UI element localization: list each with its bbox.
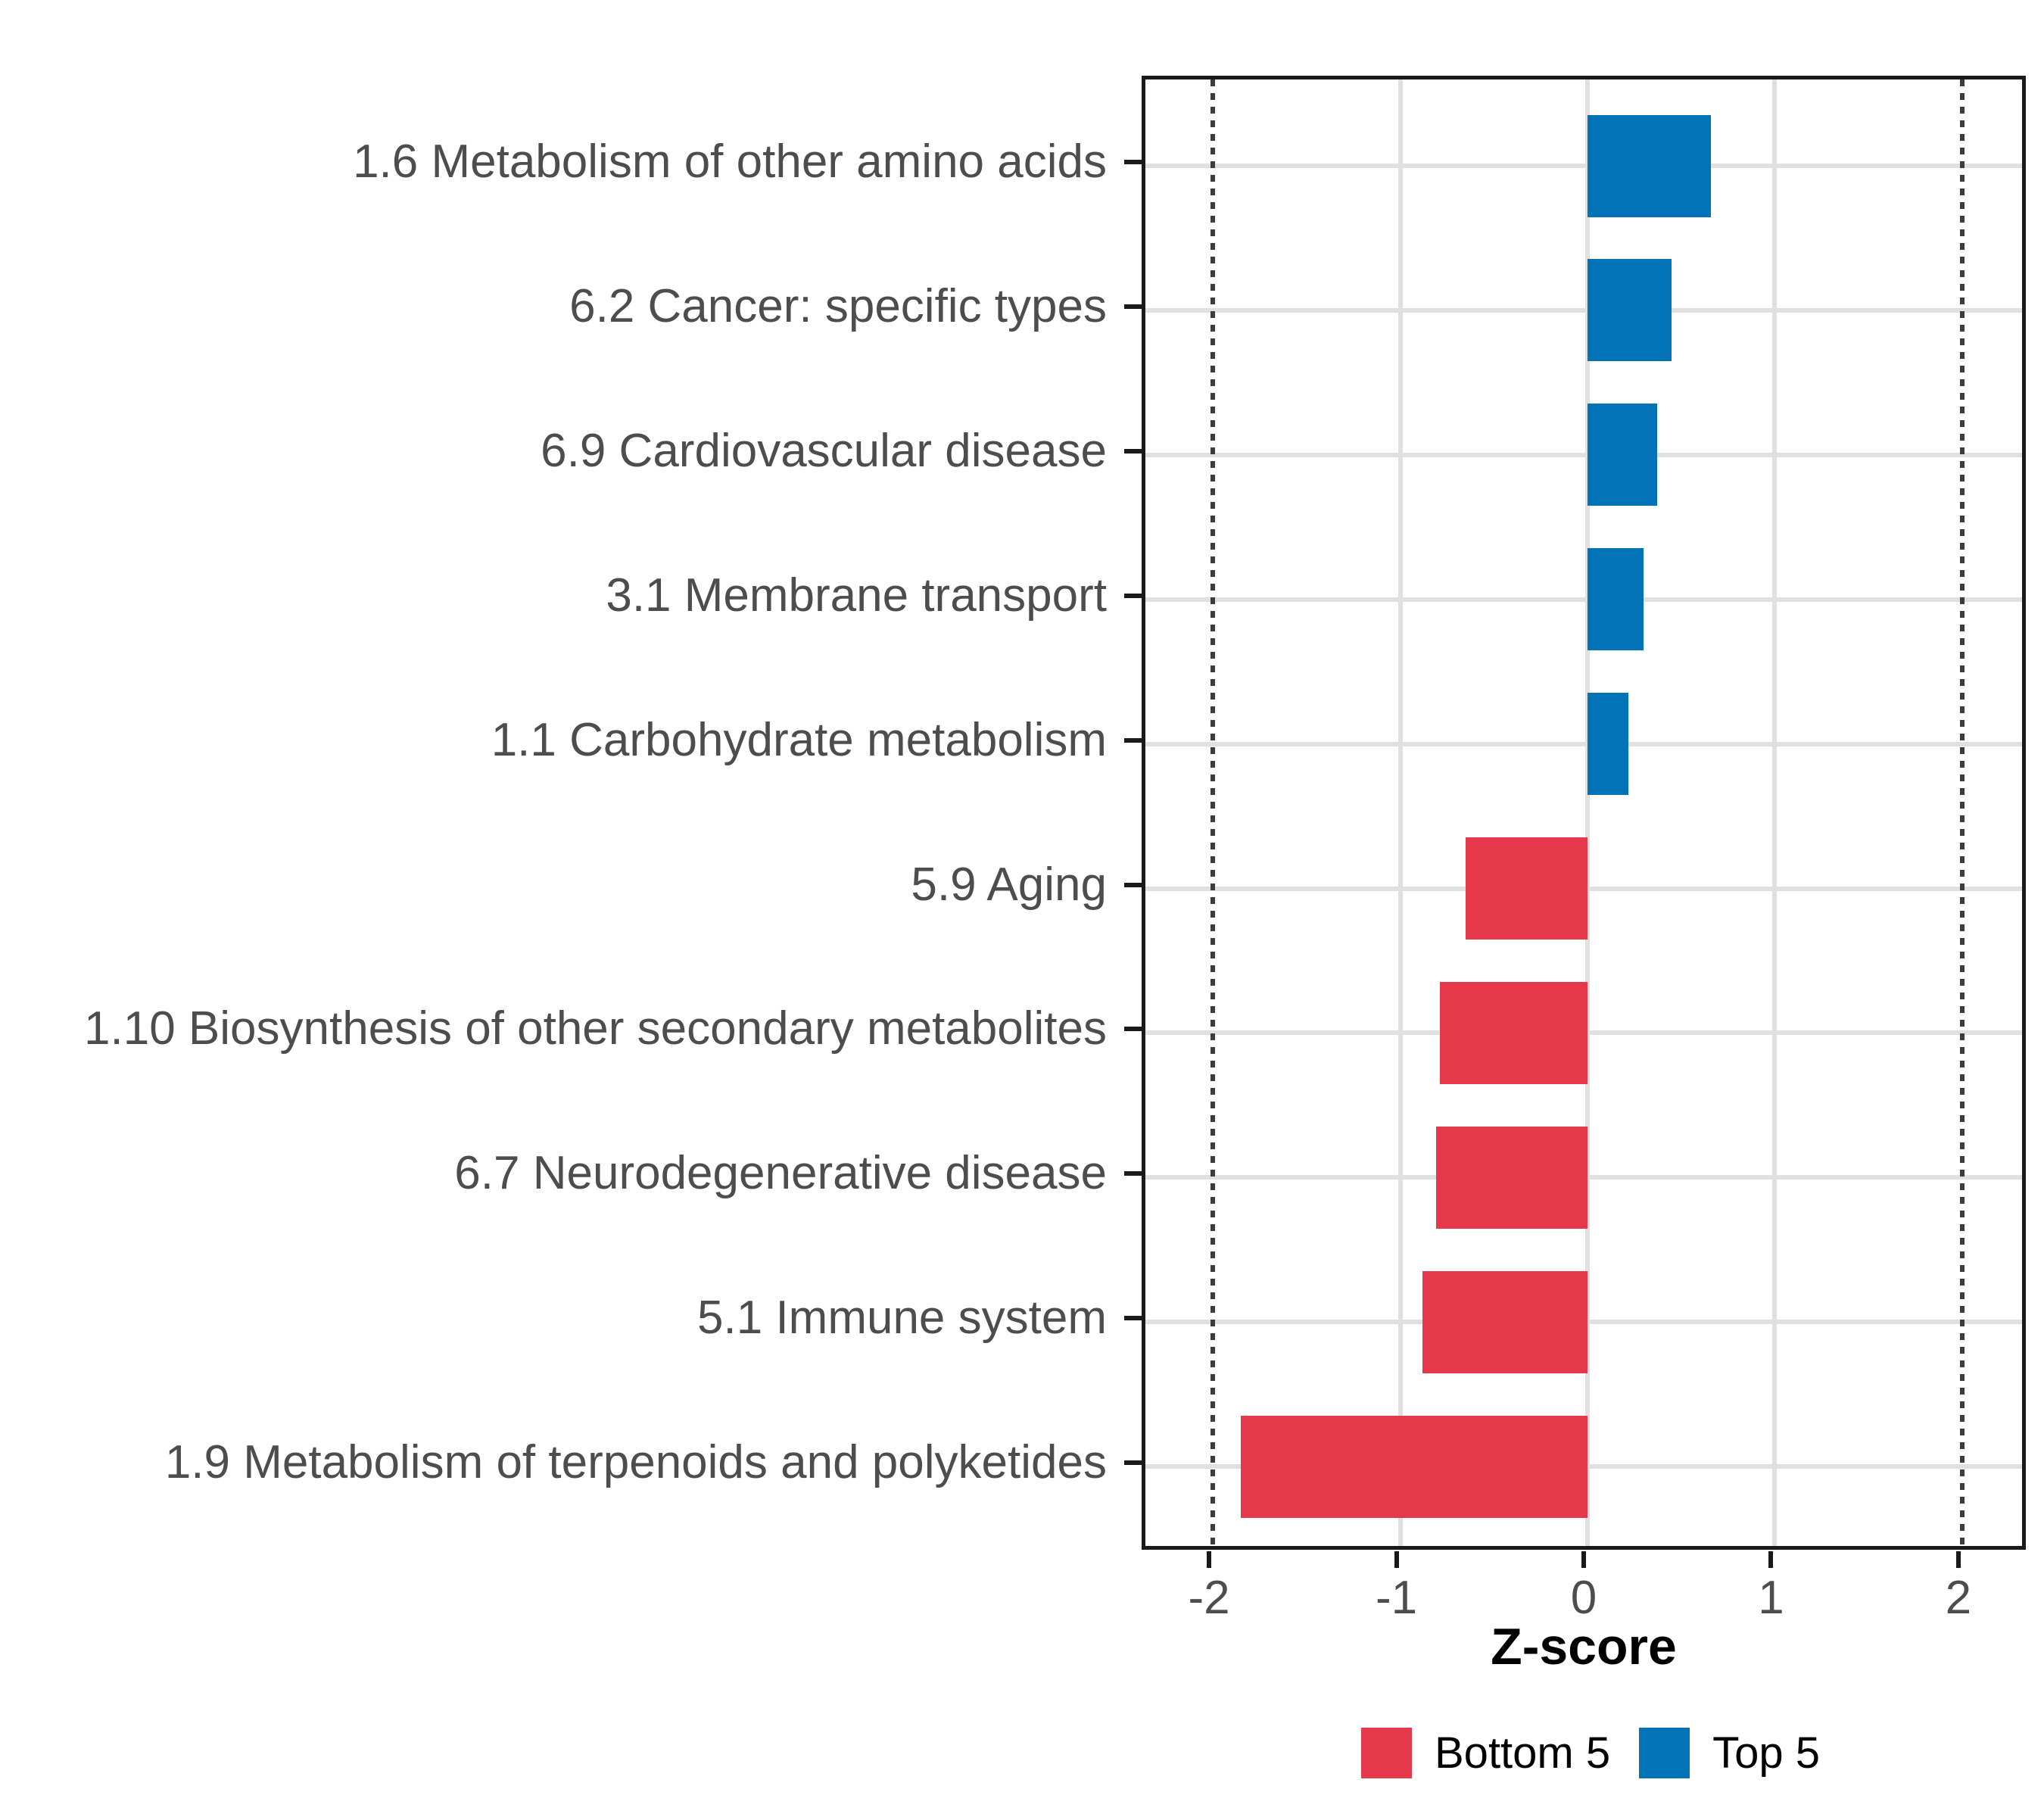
y-axis-tick bbox=[1124, 1316, 1142, 1321]
y-axis-tick bbox=[1124, 737, 1142, 743]
legend-swatch bbox=[1361, 1728, 1412, 1778]
y-axis-tick bbox=[1124, 160, 1142, 164]
bar-positive bbox=[1588, 114, 1712, 217]
y-axis-category-label: 1.9 Metabolism of terpenoids and polyket… bbox=[164, 1436, 1107, 1489]
reference-line-dotted bbox=[1211, 79, 1216, 1546]
legend-label: Bottom 5 bbox=[1435, 1728, 1611, 1778]
gridline-horizontal bbox=[1145, 597, 2022, 602]
bar-negative bbox=[1439, 981, 1588, 1084]
x-axis-tick-label: -1 bbox=[1375, 1572, 1418, 1624]
gridline-vertical bbox=[1772, 79, 1778, 1546]
legend-entry: Top 5 bbox=[1639, 1728, 1820, 1778]
bar-positive bbox=[1588, 693, 1629, 796]
y-axis-tick bbox=[1124, 1460, 1142, 1466]
bar-negative bbox=[1435, 1126, 1588, 1229]
y-axis-category-label: 6.7 Neurodegenerative disease bbox=[454, 1147, 1107, 1200]
y-axis-category-label: 6.9 Cardiovascular disease bbox=[541, 424, 1107, 477]
y-axis-tick bbox=[1124, 882, 1142, 887]
bar-negative bbox=[1241, 1415, 1588, 1518]
gridline-horizontal bbox=[1145, 741, 2022, 746]
x-axis-tick-label: 2 bbox=[1945, 1572, 1972, 1624]
bar-positive bbox=[1588, 259, 1672, 362]
gridline-horizontal bbox=[1145, 164, 2022, 168]
y-axis-category-label: 3.1 Membrane transport bbox=[606, 569, 1107, 622]
y-axis-tick bbox=[1124, 593, 1142, 598]
x-axis-title: Z-score bbox=[1491, 1618, 1677, 1675]
legend-entry: Bottom 5 bbox=[1361, 1728, 1610, 1778]
legend: Bottom 5 Top 5 bbox=[1361, 1728, 1849, 1778]
y-axis-category-label: 5.9 Aging bbox=[911, 858, 1107, 911]
x-axis-tick-label: 1 bbox=[1758, 1572, 1784, 1624]
gridline-vertical bbox=[1397, 79, 1403, 1546]
x-axis-tick bbox=[1955, 1551, 1961, 1568]
bar-negative bbox=[1422, 1270, 1588, 1373]
x-axis-tick bbox=[1768, 1551, 1774, 1568]
y-axis-category-label: 6.2 Cancer: specific types bbox=[569, 279, 1107, 332]
gridline-horizontal bbox=[1145, 452, 2022, 457]
y-axis-category-label: 5.1 Immune system bbox=[697, 1292, 1107, 1345]
x-axis-tick-label: -2 bbox=[1188, 1572, 1230, 1624]
y-axis-tick bbox=[1124, 1171, 1142, 1177]
y-axis-tick bbox=[1124, 1027, 1142, 1032]
legend-label: Top 5 bbox=[1712, 1728, 1821, 1778]
x-axis-tick bbox=[1581, 1551, 1586, 1568]
reference-line-dotted bbox=[1959, 79, 1965, 1546]
y-axis-category-label: 1.1 Carbohydrate metabolism bbox=[491, 713, 1107, 766]
x-axis-tick bbox=[1207, 1551, 1212, 1568]
y-axis-category-label: 1.10 Biosynthesis of other secondary met… bbox=[84, 1002, 1107, 1055]
legend-swatch bbox=[1639, 1728, 1690, 1778]
y-axis-tick bbox=[1124, 448, 1142, 453]
plot-panel bbox=[1142, 76, 2026, 1550]
gridline-horizontal bbox=[1145, 307, 2022, 313]
bar-negative bbox=[1466, 837, 1588, 940]
bar-positive bbox=[1588, 548, 1644, 651]
bar-positive bbox=[1588, 404, 1657, 506]
x-axis-tick bbox=[1394, 1551, 1399, 1568]
gridline-vertical bbox=[1585, 79, 1590, 1546]
x-axis-tick-label: 0 bbox=[1570, 1572, 1597, 1624]
y-axis-tick bbox=[1124, 304, 1142, 309]
y-axis-category-label: 1.6 Metabolism of other amino acids bbox=[353, 136, 1107, 188]
